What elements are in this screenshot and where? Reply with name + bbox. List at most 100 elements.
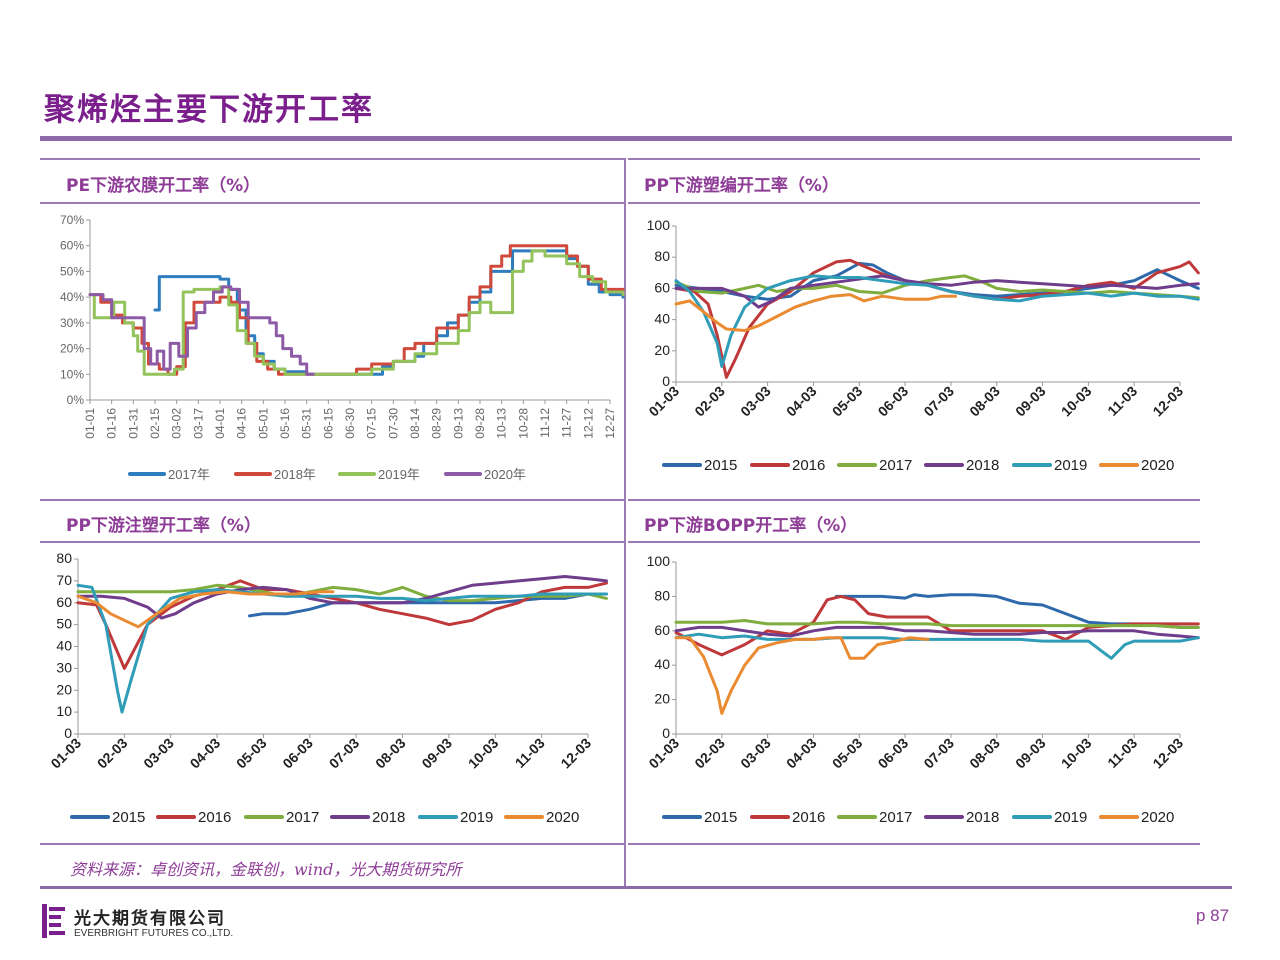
x-tick-label: 03-03 <box>737 383 774 420</box>
pe-chart-title: PE下游农膜开工率（%） <box>66 176 261 196</box>
legend-label: 2016 <box>198 809 231 826</box>
legend-label: 2020 <box>1141 457 1174 474</box>
x-tick-label: 05-03 <box>829 735 866 772</box>
x-tick-label: 08-03 <box>966 383 1003 420</box>
y-tick-label: 40 <box>56 638 72 654</box>
y-tick-label: 70 <box>56 572 72 588</box>
x-tick-label: 12-03 <box>557 735 594 772</box>
page-title: 聚烯烃主要下游开工率 <box>44 92 374 128</box>
series-line-2020 <box>674 636 930 715</box>
divider <box>40 202 624 204</box>
x-tick-label: 04-03 <box>783 383 820 420</box>
legend-label: 2019 <box>1054 809 1087 826</box>
y-tick-label: 0 <box>662 373 670 389</box>
y-tick-label: 80 <box>654 248 670 264</box>
x-tick-label: 06-15 <box>321 408 335 439</box>
x-tick-label: 10-03 <box>1058 383 1095 420</box>
x-tick-label: 05-01 <box>256 408 270 439</box>
series-line-2015 <box>248 592 608 618</box>
x-tick-label: 06-30 <box>343 408 357 439</box>
y-tick-label: 60 <box>56 594 72 610</box>
company-logo-icon <box>42 904 65 938</box>
x-tick-label: 05-03 <box>233 735 270 772</box>
x-tick-label: 07-03 <box>920 735 957 772</box>
legend-label: 2019 <box>460 809 493 826</box>
pp-weave-chart-title: PP下游塑编开工率（%） <box>644 176 839 196</box>
y-tick-label: 20 <box>56 681 72 697</box>
divider <box>40 541 624 543</box>
legend-label: 2017 <box>879 809 912 826</box>
x-tick-label: 07-30 <box>386 408 400 439</box>
x-tick-label: 06-03 <box>279 735 316 772</box>
footer-rule <box>40 886 1232 889</box>
series-line-2020年 <box>88 285 315 376</box>
legend-label: 2017 <box>879 457 912 474</box>
legend-label: 2016 <box>792 457 825 474</box>
y-tick-label: 0 <box>662 725 670 741</box>
x-tick-label: 07-03 <box>326 735 363 772</box>
series-line-2018 <box>674 625 1200 640</box>
series-line-2017年 <box>153 249 625 376</box>
x-tick-label: 11-03 <box>1104 735 1140 771</box>
y-tick-label: 100 <box>647 217 671 233</box>
divider <box>628 158 1200 160</box>
x-tick-label: 09-03 <box>1012 735 1049 772</box>
y-tick-label: 60% <box>60 239 84 253</box>
y-tick-label: 80 <box>56 550 72 566</box>
x-tick-label: 03-03 <box>737 735 774 772</box>
pp-bopp-chart-title: PP下游BOPP开工率（%） <box>644 516 858 536</box>
x-tick-label: 01-16 <box>105 408 119 439</box>
x-tick-label: 09-28 <box>473 408 487 439</box>
series-line-2019 <box>76 583 608 714</box>
title-rule <box>40 136 1232 141</box>
series-line-2019年 <box>88 249 625 376</box>
x-tick-label: 12-03 <box>1149 735 1186 772</box>
pp-inject-chart-title: PP下游注塑开工率（%） <box>66 516 261 536</box>
y-tick-label: 80 <box>654 587 670 603</box>
y-tick-label: 20 <box>654 342 670 358</box>
y-tick-label: 30% <box>60 316 84 330</box>
x-tick-label: 02-03 <box>691 383 728 420</box>
x-tick-label: 03-03 <box>140 735 177 772</box>
y-tick-label: 30 <box>56 659 72 675</box>
x-tick-label: 08-03 <box>372 735 409 772</box>
legend-label: 2020 <box>1141 809 1174 826</box>
legend-label: 2020 <box>546 809 579 826</box>
legend-label: 2020年 <box>484 467 526 482</box>
x-tick-label: 09-03 <box>1012 383 1049 420</box>
series-line-2017 <box>674 274 1200 300</box>
x-tick-label: 02-03 <box>94 735 131 772</box>
y-tick-label: 60 <box>654 622 670 638</box>
legend-label: 2018 <box>372 809 405 826</box>
y-tick-label: 50% <box>60 264 84 278</box>
x-tick-label: 12-27 <box>603 408 617 439</box>
x-tick-label: 03-02 <box>170 408 184 439</box>
series-line-2020 <box>674 293 957 332</box>
x-tick-label: 01-31 <box>126 408 140 439</box>
y-tick-label: 0 <box>64 725 72 741</box>
x-tick-label: 06-03 <box>875 735 912 772</box>
x-tick-label: 10-03 <box>1058 735 1095 772</box>
legend-label: 2017年 <box>168 467 210 482</box>
divider <box>628 541 1200 543</box>
x-tick-label: 02-15 <box>148 408 162 439</box>
y-tick-label: 50 <box>56 616 72 632</box>
x-tick-label: 01-01 <box>83 408 97 439</box>
x-tick-label: 04-01 <box>213 408 227 439</box>
x-tick-label: 10-28 <box>516 408 530 439</box>
y-tick-label: 40% <box>60 290 84 304</box>
series-line-2019 <box>674 274 1200 368</box>
series-line-2018 <box>674 274 1200 309</box>
x-tick-label: 04-16 <box>235 408 249 439</box>
series-line-2020 <box>76 590 335 629</box>
legend-label: 2015 <box>704 809 737 826</box>
series-line-2018 <box>76 575 608 620</box>
company-name-cn: 光大期货有限公司 <box>74 909 226 929</box>
legend-label: 2015 <box>704 457 737 474</box>
divider <box>40 499 624 501</box>
x-tick-label: 10-03 <box>465 735 502 772</box>
x-tick-label: 11-12 <box>538 408 552 438</box>
x-tick-label: 11-03 <box>512 735 548 771</box>
y-tick-label: 10 <box>56 703 72 719</box>
